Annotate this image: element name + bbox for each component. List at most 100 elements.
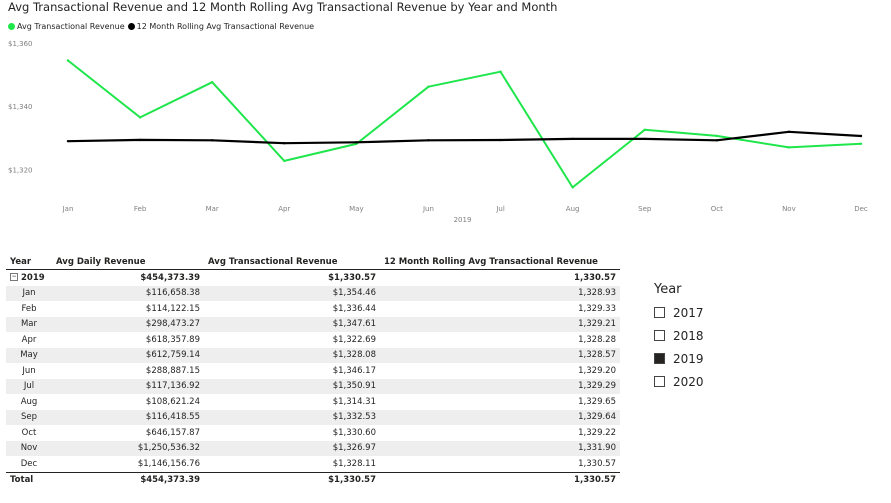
cell-rolling: 1,329.65 [380,394,620,410]
slicer-option-label: 2017 [673,306,704,320]
x-group-label: 2019 [454,216,472,224]
data-point [644,138,646,140]
cell-rolling: 1,330.57 [380,472,620,488]
year-slicer: Year 2017 2018 2019 2020 [654,282,704,393]
table-total-row: Total $454,373.39 $1,330.57 1,330.57 [6,472,620,488]
table-row: Jun $288,887.15 $1,346.17 1,329.20 [6,363,620,379]
table-group-row: −2019 $454,373.39 $1,330.57 1,330.57 [6,270,620,286]
cell-rolling: 1,329.22 [380,425,620,441]
data-point [860,143,862,145]
cell-trans: $1,347.61 [204,317,380,333]
cell-trans: $1,330.57 [204,472,380,488]
slicer-option-2020[interactable]: 2020 [654,370,704,393]
cell-label: Oct [6,425,52,441]
y-tick-label: $1,320 [8,166,33,174]
cell-trans: $1,330.57 [204,270,380,286]
header-year[interactable]: Year [6,255,52,270]
header-avg-transactional-revenue[interactable]: Avg Transactional Revenue [204,255,380,270]
cell-label: Aug [6,394,52,410]
header-avg-daily-revenue[interactable]: Avg Daily Revenue [52,255,204,270]
table-row: Apr $618,357.89 $1,322.69 1,328.28 [6,332,620,348]
cell-trans: $1,346.17 [204,363,380,379]
slicer-option-label: 2018 [673,329,704,343]
table-row: Nov $1,250,536.32 $1,326.97 1,331.90 [6,441,620,457]
cell-label: Mar [6,317,52,333]
table-row: Feb $114,122.15 $1,336.44 1,329.33 [6,301,620,317]
cell-daily: $454,373.39 [52,270,204,286]
cell-rolling: 1,329.29 [380,379,620,395]
data-point [571,138,573,140]
table-row: Jan $116,658.38 $1,354.46 1,328.93 [6,286,620,302]
collapse-icon[interactable]: − [10,273,18,281]
cell-label: Dec [6,456,52,472]
cell-trans: $1,326.97 [204,441,380,457]
table-header-row: Year Avg Daily Revenue Avg Transactional… [6,255,620,270]
data-point [67,59,69,61]
cell-rolling: 1,328.57 [380,348,620,364]
y-tick-label: $1,360 [8,40,33,48]
cell-daily: $1,250,536.32 [52,441,204,457]
data-point [788,131,790,133]
cell-trans: $1,328.08 [204,348,380,364]
cell-daily: $114,122.15 [52,301,204,317]
x-tick-label: Jan [62,205,74,213]
cell-daily: $108,621.24 [52,394,204,410]
checkbox-icon[interactable] [654,353,665,364]
cell-daily: $454,373.39 [52,472,204,488]
cell-trans: $1,330.60 [204,425,380,441]
cell-label: Feb [6,301,52,317]
slicer-option-2018[interactable]: 2018 [654,324,704,347]
x-tick-label: Jun [422,205,434,213]
x-tick-label: Mar [206,205,219,213]
cell-daily: $612,759.14 [52,348,204,364]
checkbox-icon[interactable] [654,376,665,387]
y-tick-label: $1,340 [8,103,33,111]
x-tick-label: Jul [495,205,505,213]
data-point [716,139,718,141]
group-label: 2019 [21,273,45,283]
cell-trans: $1,336.44 [204,301,380,317]
cell-trans: $1,354.46 [204,286,380,302]
cell-rolling: 1,329.21 [380,317,620,333]
data-point [283,142,285,144]
cell-label: Nov [6,441,52,457]
x-tick-label: Aug [566,205,580,213]
cell-rolling: 1,328.93 [380,286,620,302]
cell-rolling: 1,329.20 [380,363,620,379]
x-tick-label: May [349,205,363,213]
cell-daily: $288,887.15 [52,363,204,379]
data-point [716,135,718,137]
cell-label: Jun [6,363,52,379]
checkbox-icon[interactable] [654,330,665,341]
table-row: Sep $116,418.55 $1,332.53 1,329.64 [6,410,620,426]
data-point [571,186,573,188]
slicer-option-label: 2020 [673,375,704,389]
data-point [139,116,141,118]
cell-rolling: 1,329.64 [380,410,620,426]
table-row: May $612,759.14 $1,328.08 1,328.57 [6,348,620,364]
cell-label: Apr [6,332,52,348]
x-tick-label: Feb [134,205,147,213]
x-tick-label: Sep [638,205,652,213]
data-point [427,139,429,141]
checkbox-icon[interactable] [654,307,665,318]
slicer-option-2019[interactable]: 2019 [654,347,704,370]
cell-label: Jul [6,379,52,395]
data-point [499,139,501,141]
cell-rolling: 1,330.57 [380,456,620,472]
cell-label: Sep [6,410,52,426]
cell-daily: $298,473.27 [52,317,204,333]
line-chart[interactable]: $1,320 $1,340 $1,360 Jan Feb Mar Apr May Jun Jul A… [0,0,891,235]
data-point [355,141,357,143]
cell-trans: $1,322.69 [204,332,380,348]
data-point [427,86,429,88]
data-point [860,135,862,137]
group-label-cell: −2019 [6,270,52,286]
header-rolling-avg[interactable]: 12 Month Rolling Avg Transactional Reven… [380,255,620,270]
table-row: Oct $646,157.87 $1,330.60 1,329.22 [6,425,620,441]
cell-daily: $646,157.87 [52,425,204,441]
data-point [67,140,69,142]
data-point [644,129,646,131]
slicer-option-2017[interactable]: 2017 [654,301,704,324]
data-point [283,160,285,162]
